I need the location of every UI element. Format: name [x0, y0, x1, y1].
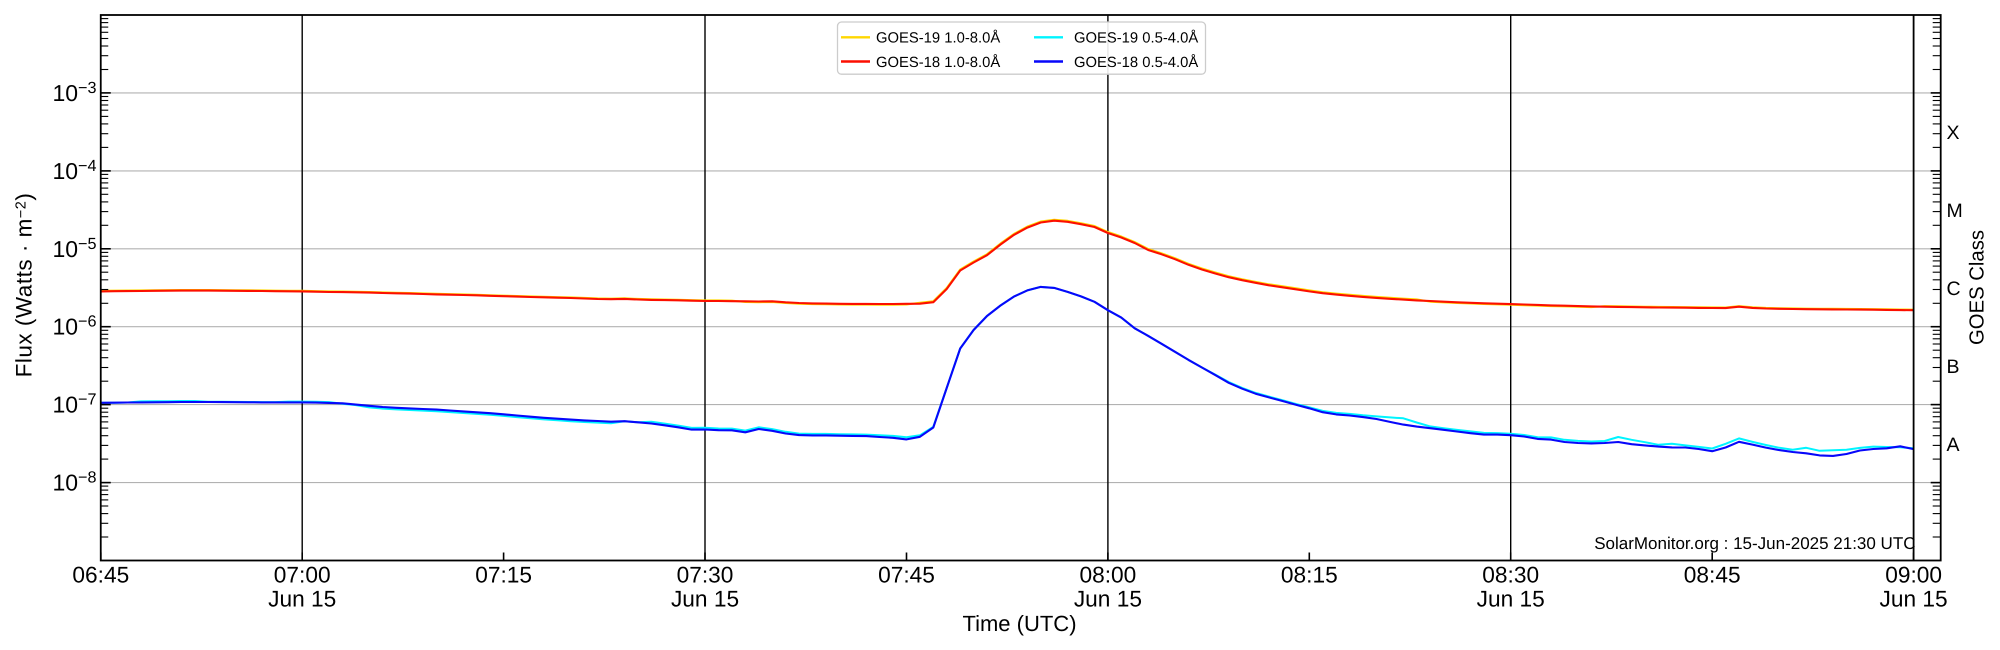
svg-text:Jun 15: Jun 15: [268, 586, 336, 612]
svg-text:Jun 15: Jun 15: [1477, 586, 1545, 612]
svg-text:Jun 15: Jun 15: [1880, 586, 1948, 612]
svg-text:07:45: 07:45: [878, 562, 935, 588]
svg-text:Flux (Watts · m−2): Flux (Watts · m−2): [12, 193, 37, 378]
svg-text:08:45: 08:45: [1684, 562, 1741, 588]
svg-text:X: X: [1947, 122, 1960, 144]
svg-text:10−6: 10−6: [52, 313, 96, 340]
svg-text:GOES-18 1.0-8.0Å: GOES-18 1.0-8.0Å: [876, 54, 1000, 71]
svg-text:B: B: [1947, 356, 1960, 378]
svg-text:GOES Class: GOES Class: [1966, 230, 1988, 345]
svg-text:06:45: 06:45: [72, 562, 129, 588]
svg-text:Time (UTC): Time (UTC): [962, 611, 1076, 636]
svg-text:SolarMonitor.org : 15-Jun-2025: SolarMonitor.org : 15-Jun-2025 21:30 UTC: [1594, 534, 1915, 553]
svg-text:Jun 15: Jun 15: [671, 586, 739, 612]
svg-text:07:30: 07:30: [677, 562, 734, 588]
svg-text:Jun 15: Jun 15: [1074, 586, 1142, 612]
svg-text:07:15: 07:15: [475, 562, 532, 588]
svg-text:GOES-19 0.5-4.0Å: GOES-19 0.5-4.0Å: [1074, 30, 1198, 47]
svg-text:C: C: [1947, 278, 1961, 300]
svg-text:GOES-18 0.5-4.0Å: GOES-18 0.5-4.0Å: [1074, 54, 1198, 71]
svg-text:07:00: 07:00: [274, 562, 331, 588]
svg-text:08:15: 08:15: [1281, 562, 1338, 588]
svg-text:M: M: [1947, 200, 1963, 222]
svg-text:GOES-19 1.0-8.0Å: GOES-19 1.0-8.0Å: [876, 30, 1000, 47]
svg-text:09:00: 09:00: [1885, 562, 1942, 588]
svg-text:A: A: [1947, 434, 1960, 456]
svg-text:08:30: 08:30: [1482, 562, 1539, 588]
svg-text:08:00: 08:00: [1080, 562, 1137, 588]
